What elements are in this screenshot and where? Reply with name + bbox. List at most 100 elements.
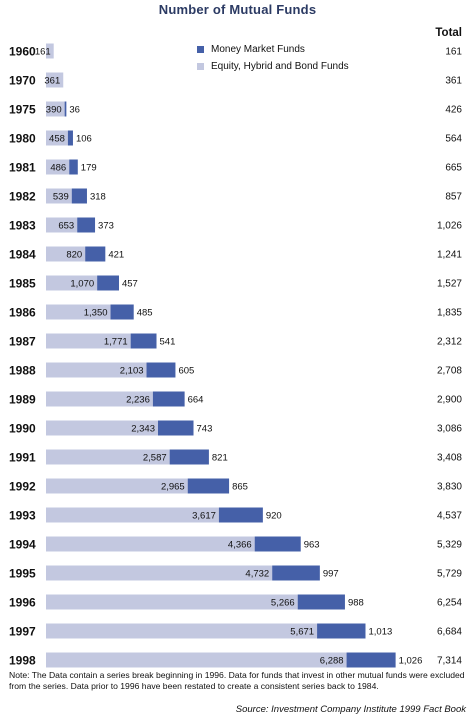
bar-label-money-market: 318 [90,192,106,203]
year-label: 1980 [9,132,36,146]
bar-label-equity: 1,070 [70,279,94,290]
chart-title: Number of Mutual Funds [158,2,317,17]
bar-label-equity: 2,587 [143,453,167,464]
total-value: 5,729 [437,569,462,580]
bar-label-equity: 5,266 [271,598,295,609]
bar-equity [46,391,153,407]
bar-money-market [169,449,209,465]
bar-money-market [297,594,345,610]
year-label: 1983 [9,219,36,233]
bar-label-equity: 4,366 [228,540,252,551]
bar-label-money-market: 963 [304,540,320,551]
bar-label-equity: 4,732 [245,569,269,580]
bar-label-money-market: 373 [98,221,114,232]
year-label: 1996 [9,596,36,610]
year-label: 1989 [9,393,36,407]
footnote: Note: The Data contain a series break be… [9,670,465,691]
year-label: 1998 [9,654,36,668]
total-value: 3,086 [437,424,462,435]
total-value: 2,708 [437,366,462,377]
bar-label-equity: 361 [44,76,60,87]
total-value: 2,312 [437,337,462,348]
bar-label-equity: 2,343 [131,424,155,435]
bar-money-market [85,246,106,262]
bar-equity [46,652,347,668]
bar-label-money-market: 664 [188,395,204,406]
legend-swatch-equity [197,63,204,70]
bar-label-equity: 820 [66,250,82,261]
bar-equity [46,130,68,146]
source-citation: Source: Investment Company Institute 199… [235,704,466,715]
total-value: 6,254 [437,598,462,609]
bar-label-money-market: 36 [69,105,80,116]
total-column-header: Total [435,27,462,39]
bar-equity [46,43,54,59]
bar-label-equity: 458 [49,134,65,145]
bar-label-money-market: 920 [266,511,282,522]
year-label: 1997 [9,625,36,639]
total-value: 1,835 [437,308,462,319]
bar-money-market [64,101,67,117]
bar-equity [46,420,158,436]
bar-money-market [254,536,301,552]
year-label: 1986 [9,306,36,320]
bar-money-market [130,333,157,349]
bar-label-money-market: 485 [137,308,153,319]
legend-label-money-market: Money Market Funds [211,44,305,55]
bar-label-equity: 653 [58,221,74,232]
bar-equity [46,594,298,610]
bar-equity [46,507,219,523]
bar-equity [46,333,131,349]
total-value: 3,830 [437,482,462,493]
year-label: 1990 [9,422,36,436]
year-label: 1981 [9,161,36,175]
legend-label-equity: Equity, Hybrid and Bond Funds [211,61,349,72]
bar-label-money-market: 865 [232,482,248,493]
bar-label-equity: 486 [50,163,66,174]
year-label: 1995 [9,567,36,581]
bar-label-equity: 6,288 [320,656,344,667]
year-label: 1982 [9,190,36,204]
bar-label-equity: 2,103 [120,366,144,377]
bar-equity [46,478,188,494]
legend-swatch-money-market [197,46,204,53]
total-value: 3,408 [437,453,462,464]
bar-equity [46,449,170,465]
year-label: 1993 [9,509,36,523]
legend-item-equity: Equity, Hybrid and Bond Funds [197,61,349,72]
bar-equity [46,72,64,88]
year-label: 1991 [9,451,36,465]
bar-equity [46,362,147,378]
bar-equity [46,246,86,262]
total-value: 665 [445,163,462,174]
bar-money-market [69,159,78,175]
total-value: 161 [445,47,462,58]
year-label: 1987 [9,335,36,349]
bar-label-money-market: 743 [197,424,213,435]
bar-money-market [110,304,134,320]
total-value: 426 [445,105,462,116]
bar-money-market [157,420,194,436]
bar-label-money-market: 997 [323,569,339,580]
total-value: 361 [445,76,462,87]
total-value: 564 [445,134,462,145]
bar-money-market [187,478,230,494]
total-value: 2,900 [437,395,462,406]
bar-money-market [71,188,87,204]
bar-label-money-market: 179 [81,163,97,174]
bar-money-market [272,565,320,581]
bar-money-market [346,652,396,668]
year-label: 1985 [9,277,36,291]
bar-money-market [67,130,73,146]
bar-label-equity: 1,771 [104,337,128,348]
bar-equity [46,275,98,291]
bar-label-money-market: 1,013 [368,627,392,638]
bar-equity [46,536,255,552]
total-value: 7,314 [437,656,462,667]
bar-label-equity: 2,236 [126,395,150,406]
bar-label-money-market: 1,026 [399,656,423,667]
year-label: 1992 [9,480,36,494]
bar-money-market [152,391,185,407]
legend-item-money-market: Money Market Funds [197,44,305,55]
year-label: 1994 [9,538,36,552]
